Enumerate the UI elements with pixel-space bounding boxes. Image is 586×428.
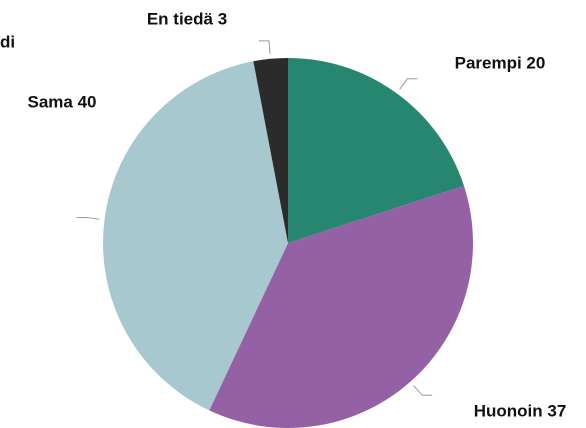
pie-slice — [288, 58, 464, 243]
pie-slice — [253, 58, 288, 243]
leader-line — [76, 217, 100, 220]
data-label: Parempi 20 — [455, 53, 546, 72]
data-label: Huonoin 37 — [474, 401, 567, 420]
data-label: En tiedä 3 — [147, 9, 227, 28]
pie-slice — [102, 61, 288, 411]
leader-line — [258, 40, 271, 54]
pie-slice — [209, 185, 473, 428]
leader-line — [399, 78, 418, 90]
leader-line — [413, 385, 433, 396]
chart-title: di — [0, 32, 15, 51]
data-label: Sama 40 — [28, 92, 97, 111]
